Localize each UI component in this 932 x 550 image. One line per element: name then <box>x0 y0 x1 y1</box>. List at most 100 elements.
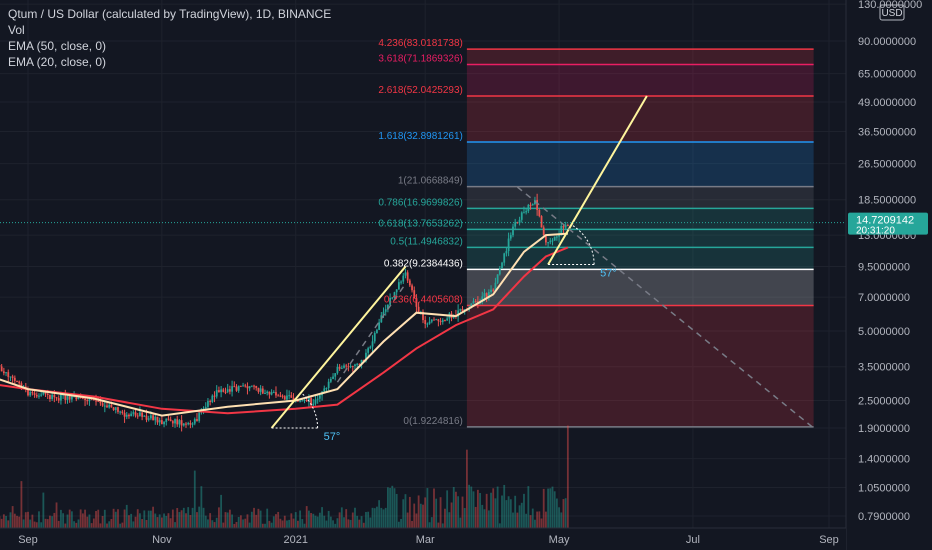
candle-body <box>180 420 183 426</box>
volume-bar <box>404 494 407 528</box>
volume-bar <box>518 505 521 528</box>
volume-bar <box>490 492 492 528</box>
price-tick-label: 130.0000000 <box>858 0 922 11</box>
legend-vol[interactable]: Vol <box>8 23 25 37</box>
candle-body <box>505 251 508 254</box>
candle-body <box>29 392 32 396</box>
candle-body <box>314 399 317 404</box>
volume-bar <box>487 510 490 528</box>
time-tick-label: 2021 <box>283 534 307 546</box>
symbol-title[interactable]: Qtum / US Dollar (calculated by TradingV… <box>8 7 332 21</box>
candle-body <box>198 412 201 421</box>
fib-zone <box>466 64 814 96</box>
volume-bar <box>551 486 554 528</box>
volume-bar <box>457 496 460 528</box>
volume-bar <box>20 481 23 528</box>
volume-bar <box>130 513 133 528</box>
candle-body <box>92 398 95 401</box>
fib-level-label: 0.5(11.4946832) <box>390 236 463 247</box>
candle-body <box>209 401 212 403</box>
time-tick-label: Mar <box>416 534 435 546</box>
candle-body <box>86 400 89 402</box>
volume-bar <box>11 506 14 528</box>
legend-ema20[interactable]: EMA (20, close, 0) <box>8 55 107 69</box>
volume-bar <box>143 510 146 528</box>
candle-body <box>332 376 334 379</box>
candle-body <box>529 204 532 206</box>
candle-body <box>492 289 495 291</box>
candle-body <box>277 395 280 397</box>
candle-body <box>53 394 56 398</box>
candle-body <box>46 393 49 396</box>
volume-bar <box>485 493 488 528</box>
candle-body <box>64 394 67 400</box>
volume-bar <box>35 522 38 528</box>
candle-body <box>246 386 249 389</box>
currency-button[interactable] <box>879 4 905 21</box>
volume-bar <box>169 518 172 528</box>
candle-body <box>340 367 343 369</box>
candle-body <box>292 397 295 401</box>
candle-body <box>437 319 440 322</box>
volume-bar <box>294 512 297 528</box>
volume-bar <box>362 522 365 528</box>
volume-bar <box>255 514 258 528</box>
price-tick-label: 9.5000000 <box>858 262 910 274</box>
fibonacci-labels: 4.236(83.0181738) 3.618(71.1869326) 2.618(… <box>378 38 463 427</box>
volume-bar <box>332 520 334 528</box>
volume-bar <box>136 509 139 528</box>
candle-body <box>358 363 361 365</box>
candle-body <box>426 323 429 325</box>
volume-bar <box>218 507 220 528</box>
candle-body <box>562 226 565 228</box>
candle-body <box>472 301 475 304</box>
candle-body <box>422 311 424 321</box>
volume-bar <box>7 520 10 528</box>
volume-bar <box>156 517 159 528</box>
candle-body <box>560 226 563 235</box>
volume-bar <box>476 489 479 528</box>
volume-bar <box>378 500 381 528</box>
candle-body <box>60 394 62 401</box>
candle-body <box>16 380 18 382</box>
volume-bar <box>191 507 194 528</box>
volume-bar <box>95 511 97 528</box>
candle-body <box>520 212 523 220</box>
volume-bar <box>90 523 93 528</box>
volume-bar <box>49 515 51 528</box>
volume-bar <box>139 513 141 528</box>
candle-body <box>228 389 231 392</box>
candle-body <box>523 212 525 214</box>
candle-body <box>33 393 36 395</box>
volume-bar <box>520 502 523 528</box>
volume-bar <box>413 503 416 528</box>
candle-body <box>428 321 431 324</box>
candle-body <box>81 398 84 400</box>
candle-body <box>231 386 233 392</box>
candle-body <box>307 398 310 401</box>
legend-ema50[interactable]: EMA (50, close, 0) <box>8 39 107 53</box>
volume-bar <box>9 512 12 528</box>
candle-body <box>329 378 332 382</box>
candle-body <box>134 412 137 416</box>
candle-body <box>531 204 534 206</box>
candle-body <box>110 404 113 408</box>
candle-body <box>178 420 181 425</box>
fib-zone <box>466 186 814 209</box>
volume-bar <box>365 511 367 528</box>
volume-bar <box>496 486 499 528</box>
volume-bar <box>53 512 56 528</box>
volume-bar <box>553 491 556 528</box>
candle-body <box>343 365 345 368</box>
volume-bar <box>270 522 273 528</box>
volume-bar <box>470 486 473 528</box>
volume-bar <box>345 509 348 528</box>
candle-body <box>185 423 187 425</box>
volume-bar <box>516 512 519 528</box>
volume-bar <box>16 515 18 528</box>
candle-body <box>408 280 411 286</box>
candle-body <box>397 282 400 290</box>
candle-body <box>163 421 165 425</box>
